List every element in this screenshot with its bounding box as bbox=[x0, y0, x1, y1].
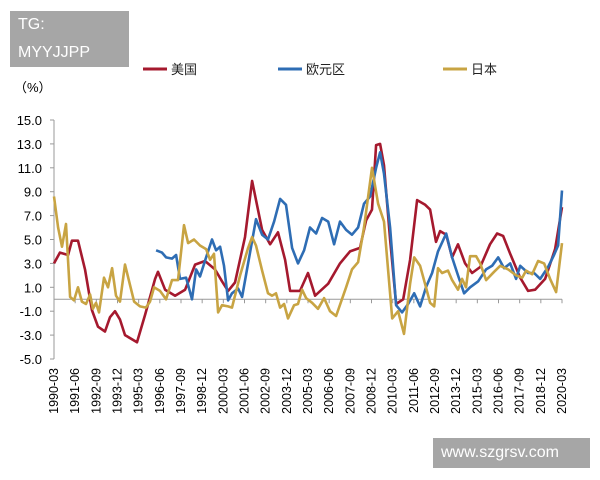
x-tick-label: 2011-06 bbox=[407, 368, 421, 413]
y-tick-label: 5.0 bbox=[24, 233, 42, 248]
y-tick-label: 11.0 bbox=[18, 161, 42, 176]
x-tick-label: 1998-12 bbox=[195, 368, 209, 414]
y-tick-label: 15.0 bbox=[17, 113, 42, 128]
x-tick-label: 2002-09 bbox=[259, 368, 273, 414]
x-tick-label: 1997-09 bbox=[174, 368, 188, 414]
x-tick-label: 1992-09 bbox=[89, 368, 103, 414]
x-tick-label: 2012-09 bbox=[428, 368, 442, 414]
y-tick-label: 9.0 bbox=[24, 185, 42, 200]
legend-label-2: 日本 bbox=[471, 63, 497, 78]
legend: 美国 欧元区 日本 bbox=[143, 63, 497, 78]
x-tick-label: 1993-12 bbox=[111, 368, 125, 414]
axes: 15.0 13.0 11.0 9.0 7.0 5.0 3.0 1.0 -1.0 -3.0 -5.0 1… bbox=[17, 113, 569, 414]
x-tick-label: 2008-12 bbox=[365, 368, 379, 414]
x-tick-label: 2000-03 bbox=[216, 368, 230, 414]
y-tick-label: -1.0 bbox=[20, 304, 42, 319]
series-line-1 bbox=[155, 151, 564, 314]
x-tick-label: 2015-03 bbox=[470, 368, 484, 414]
series-line-0 bbox=[52, 142, 564, 344]
legend-label-0: 美国 bbox=[171, 63, 197, 78]
series-lines bbox=[52, 142, 564, 344]
x-tick-label: 1991-06 bbox=[68, 368, 82, 414]
y-tick-label: 13.0 bbox=[17, 137, 42, 152]
x-tick-label: 1996-06 bbox=[153, 368, 167, 414]
series-line-2 bbox=[52, 166, 564, 336]
y-tick-label: 3.0 bbox=[24, 256, 42, 271]
x-tick-label: 2018-12 bbox=[534, 368, 548, 414]
legend-label-1: 欧元区 bbox=[306, 63, 345, 78]
y-axis-unit-label: （%） bbox=[14, 80, 52, 95]
x-tick-label: 2001-06 bbox=[238, 368, 252, 414]
x-tick-label: 2016-06 bbox=[492, 368, 506, 414]
y-tick-label: 7.0 bbox=[24, 209, 42, 224]
y-tick-label: -3.0 bbox=[20, 328, 42, 343]
x-tick-label: 1990-03 bbox=[47, 368, 61, 414]
y-tick-label: 1.0 bbox=[24, 280, 42, 295]
x-tick-label: 2005-03 bbox=[301, 368, 315, 414]
x-tick-label: 2003-12 bbox=[280, 368, 294, 414]
watermark-top: TG: MYYJJPP bbox=[10, 11, 129, 67]
x-tick-label: 1995-03 bbox=[132, 368, 146, 414]
y-tick-label: -5.0 bbox=[20, 352, 42, 367]
x-tick-label: 2017-09 bbox=[513, 368, 527, 414]
x-tick-label: 2020-03 bbox=[555, 368, 569, 414]
x-tick-label: 2013-12 bbox=[449, 368, 463, 414]
x-tick-label: 2010-03 bbox=[386, 368, 400, 414]
x-tick-label: 2007-09 bbox=[343, 368, 357, 414]
x-tick-label: 2006-06 bbox=[322, 368, 336, 414]
watermark-bottom: www.szgrsv.com bbox=[433, 438, 590, 468]
